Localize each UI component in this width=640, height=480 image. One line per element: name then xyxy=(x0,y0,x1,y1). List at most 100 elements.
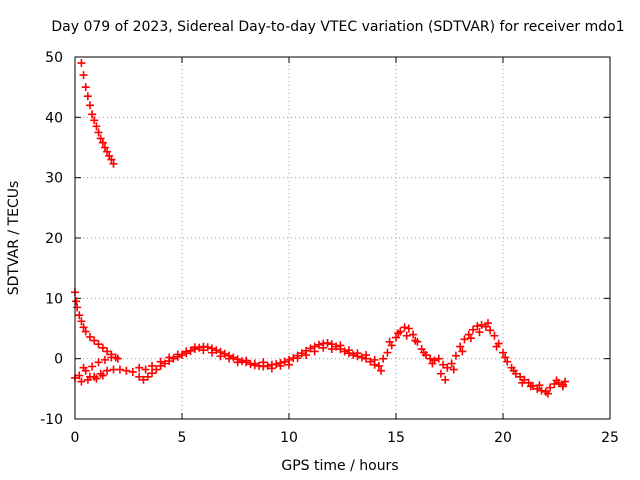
data-point-secondary-track xyxy=(207,348,216,357)
data-point-secondary-track xyxy=(428,359,437,368)
data-point-main-track xyxy=(400,323,409,332)
data-point-main-track xyxy=(473,322,482,331)
data-point-secondary-track xyxy=(484,319,493,328)
data-point-early-loop xyxy=(85,372,94,381)
y-tick-label: 30 xyxy=(45,171,63,187)
data-point-secondary-track xyxy=(141,365,150,374)
data-point-secondary-track xyxy=(436,369,445,378)
data-point-early-decay-low xyxy=(103,347,112,356)
data-point-secondary-track xyxy=(518,378,527,387)
data-point-secondary-track xyxy=(319,343,328,352)
data-point-secondary-track xyxy=(148,361,157,370)
data-point-main-track xyxy=(469,325,478,334)
x-tick-label: 0 xyxy=(71,430,80,446)
data-point-secondary-track xyxy=(419,348,428,357)
data-point-secondary-track xyxy=(344,346,353,355)
data-point-early-loop xyxy=(107,353,116,362)
data-point-main-track xyxy=(332,342,341,351)
data-point-early-loop xyxy=(115,365,124,374)
data-point-secondary-track xyxy=(535,381,544,390)
y-axis-label: SDTVAR / TECUs xyxy=(6,181,22,296)
data-point-early-decay-high xyxy=(88,110,97,119)
chart-title: Day 079 of 2023, Sidereal Day-to-day VTE… xyxy=(51,19,624,35)
data-point-secondary-track xyxy=(190,343,199,352)
data-point-secondary-track xyxy=(526,382,535,391)
data-point-secondary-track xyxy=(370,355,379,364)
data-point-secondary-track xyxy=(353,349,362,358)
data-point-early-decay-low xyxy=(90,336,99,345)
data-point-main-track xyxy=(160,359,169,368)
data-point-main-track xyxy=(220,349,229,358)
data-point-secondary-track xyxy=(411,336,420,345)
data-point-main-track xyxy=(139,375,148,384)
data-point-secondary-track xyxy=(250,359,259,368)
data-point-secondary-track xyxy=(293,354,302,363)
data-point-secondary-track xyxy=(458,347,467,356)
data-point-main-track xyxy=(229,353,238,362)
data-point-secondary-track xyxy=(394,329,403,338)
data-point-early-loop xyxy=(98,371,107,380)
data-point-main-track xyxy=(306,344,315,353)
data-point-early-decay-high xyxy=(83,92,92,101)
data-point-early-decay-high xyxy=(98,138,107,147)
data-point-main-track xyxy=(212,346,221,355)
data-point-secondary-track xyxy=(285,360,293,369)
data-point-early-decay-high xyxy=(100,143,109,152)
x-tick-label: 20 xyxy=(494,430,512,446)
data-point-early-decay-low xyxy=(98,343,107,352)
data-point-secondary-track xyxy=(558,382,567,391)
data-point-main-track xyxy=(323,338,332,347)
data-point-early-loop xyxy=(128,367,137,376)
data-point-early-decay-high xyxy=(109,159,118,168)
data-point-main-track xyxy=(409,330,418,339)
data-point-early-loop xyxy=(92,374,101,383)
data-point-secondary-track xyxy=(182,347,191,356)
x-tick-label: 25 xyxy=(601,430,619,446)
data-point-early-decay-high xyxy=(94,128,103,137)
data-point-early-loop xyxy=(77,377,86,386)
data-point-main-track xyxy=(439,360,448,369)
data-point-secondary-track xyxy=(216,352,225,361)
data-point-secondary-track xyxy=(543,389,552,398)
data-point-secondary-track xyxy=(385,337,394,346)
data-point-secondary-track xyxy=(199,346,208,355)
data-point-early-decay-low xyxy=(85,332,94,341)
data-point-secondary-track xyxy=(336,341,345,350)
data-point-early-decay-high xyxy=(81,83,90,92)
data-point-early-decay-low xyxy=(73,303,82,312)
data-point-main-track xyxy=(379,354,388,363)
data-point-secondary-track xyxy=(310,347,319,356)
y-tick-label: 10 xyxy=(45,291,63,307)
data-point-secondary-track xyxy=(165,353,174,362)
data-point-secondary-track xyxy=(259,358,268,367)
grid xyxy=(75,57,610,419)
data-point-secondary-track xyxy=(242,356,251,365)
data-point-main-track xyxy=(297,349,306,358)
data-point-secondary-track xyxy=(449,365,458,374)
data-point-secondary-track xyxy=(492,342,501,351)
y-tick-label: 0 xyxy=(54,352,63,368)
data-point-early-loop xyxy=(79,363,88,372)
data-point-secondary-track xyxy=(327,345,336,354)
data-point-secondary-track xyxy=(475,328,484,337)
data-point-secondary-track xyxy=(233,358,242,367)
data-point-secondary-track xyxy=(552,376,561,385)
data-point-early-decay-low xyxy=(75,311,84,320)
data-point-secondary-track xyxy=(466,334,475,343)
data-point-early-decay-high xyxy=(103,147,112,156)
data-point-main-track xyxy=(447,359,456,368)
data-point-secondary-track xyxy=(362,351,371,360)
data-point-early-decay-high xyxy=(85,101,94,110)
data-point-main-track xyxy=(263,361,272,370)
data-point-main-track xyxy=(561,377,570,386)
data-points xyxy=(71,59,570,398)
data-point-main-track xyxy=(460,335,469,344)
data-point-early-decay-low xyxy=(113,354,122,363)
data-point-main-track xyxy=(456,342,465,351)
data-point-early-loop xyxy=(94,358,103,367)
y-tick-label: 50 xyxy=(45,50,63,66)
data-point-main-track xyxy=(272,360,281,369)
data-point-main-track xyxy=(374,361,383,370)
